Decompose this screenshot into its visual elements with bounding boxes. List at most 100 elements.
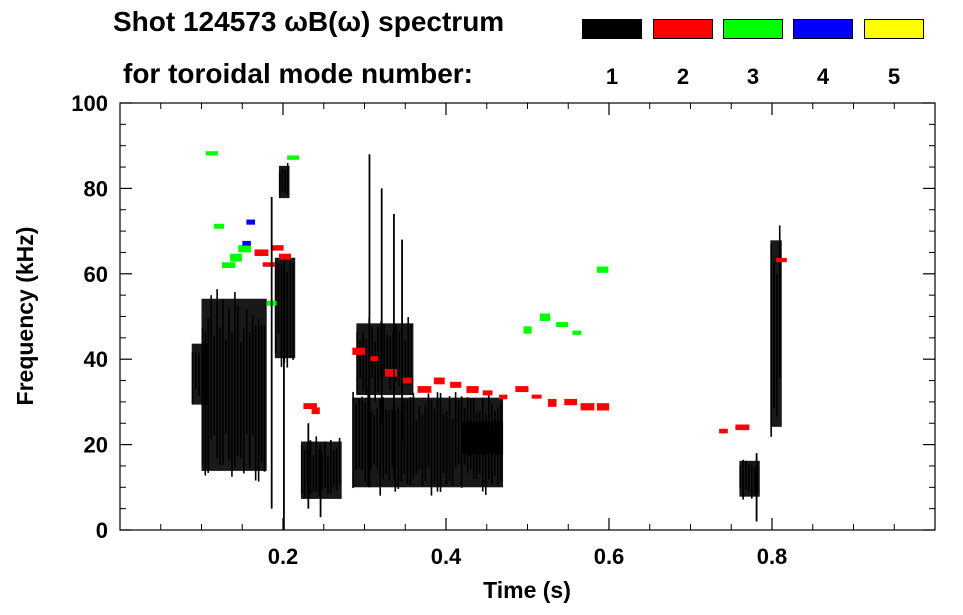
spectrum-streak [410,323,412,381]
spectrum-streak [397,407,400,490]
spectrum-streak [367,389,369,486]
spectrum-streak [332,449,335,487]
axes: 0.2 0.4 0.6 0.8 0 20 40 60 80 100 [71,91,936,569]
spectrum-point [482,390,493,396]
spectrum-streak [465,425,467,448]
spectrum-vertical [319,444,322,518]
spectrum-point [539,313,551,321]
spectrum-streak [436,392,439,492]
spectrum-streak [376,408,378,469]
spectrum-streak [312,454,315,492]
spectrum-vertical [283,265,285,530]
spectrum-streak [462,427,464,447]
spectrum-streak [427,393,430,468]
spectrum-streak [485,428,488,448]
spectrum-vertical [755,453,758,522]
spectrum-streak [362,332,364,392]
spectrum-point [401,377,412,384]
spectrum-point [254,249,269,257]
spectrum-streak [361,396,363,471]
spectrum-point [417,386,432,393]
spectrum-streak [364,402,366,483]
spectrum-streak [318,449,320,497]
spectrum-streak [404,339,406,383]
spectrum-streak [292,263,294,360]
spectrum-point [523,326,532,334]
spectrum-point [572,330,582,335]
spectrum-streak [770,243,772,437]
spectrum-streak [335,447,338,491]
spectrum-streak [421,414,424,486]
spectrum-streak [321,452,323,491]
y-tick-label: 60 [84,262,108,287]
spectrum-streak [219,327,221,465]
spectrum-streak [745,460,747,491]
spectrum-streak [373,414,375,464]
spectrum-streak [394,410,397,492]
spectrum-streak [753,467,756,495]
legend-label-4: 4 [816,64,830,89]
legend-label-1: 1 [605,64,619,89]
spectrum-streak [448,396,451,481]
spectrum-streak [739,465,741,489]
spectrum-streak [216,289,218,459]
spectrum-streak [286,272,289,368]
spectrum-point [556,322,569,328]
spectrum-streak [386,334,388,377]
spectrum-streak [201,327,204,467]
spectrum-streak [207,317,210,473]
spectrum-vertical [307,423,310,509]
spectrum-streak [231,332,233,477]
spectrum-streak [222,299,224,465]
y-tick-label: 40 [84,347,108,372]
spectrum-streak [395,324,397,382]
spectrum-vertical [401,239,403,445]
spectrum-point [515,386,529,393]
spectrum-streak [300,445,303,494]
spectrum-streak [213,335,215,436]
spectrum-streak [359,340,361,379]
spectrum-point [205,151,218,156]
spectrum-streak [773,261,775,408]
spectrum-region [770,240,782,427]
spectrum-point [564,398,578,406]
spectrum-point [242,240,251,246]
spectrum-streak [479,427,482,450]
spectrum-streak [251,315,254,436]
spectrum-streak [284,169,286,194]
spectrum-streak [406,400,409,484]
y-tick-label: 20 [84,433,108,458]
spectrum-streak [242,328,245,474]
y-tick-label: 80 [84,176,108,201]
spectrum-streak [460,396,463,488]
x-tick-label: 0.6 [594,544,625,569]
spectrum-point [596,266,609,273]
spectrum-streak [742,459,744,500]
spectrum-streak [451,418,454,486]
spectrum-streak [385,409,388,474]
spectrum-streak [263,325,266,472]
x-axis-title: Time (s) [483,577,571,603]
spectrum-point [213,223,225,229]
series-mode-2 [254,245,787,434]
spectrum-point [433,377,445,385]
spectrum-streak [274,261,277,354]
spectrum-streak [424,404,427,481]
data-layer [191,151,787,530]
spectrum-streak [433,408,436,484]
spectrum-streak [330,439,332,493]
x-tick-label: 0.2 [268,544,299,569]
spectrum-streak [204,331,207,476]
spectrum-point [262,262,275,267]
spectrum-streak [403,399,406,474]
spectrum-vertical [393,214,395,479]
y-tick-label: 100 [71,91,108,116]
spectrum-streak [497,424,499,452]
spectrum-streak [324,441,326,489]
chart-title-line1: Shot 124573 ωB(ω) spectrum [113,6,505,37]
spectrum-streaks-extra [270,154,758,530]
spectrum-streak [281,168,284,192]
spectrum-point [547,398,557,407]
spectrum-streak [476,422,479,448]
